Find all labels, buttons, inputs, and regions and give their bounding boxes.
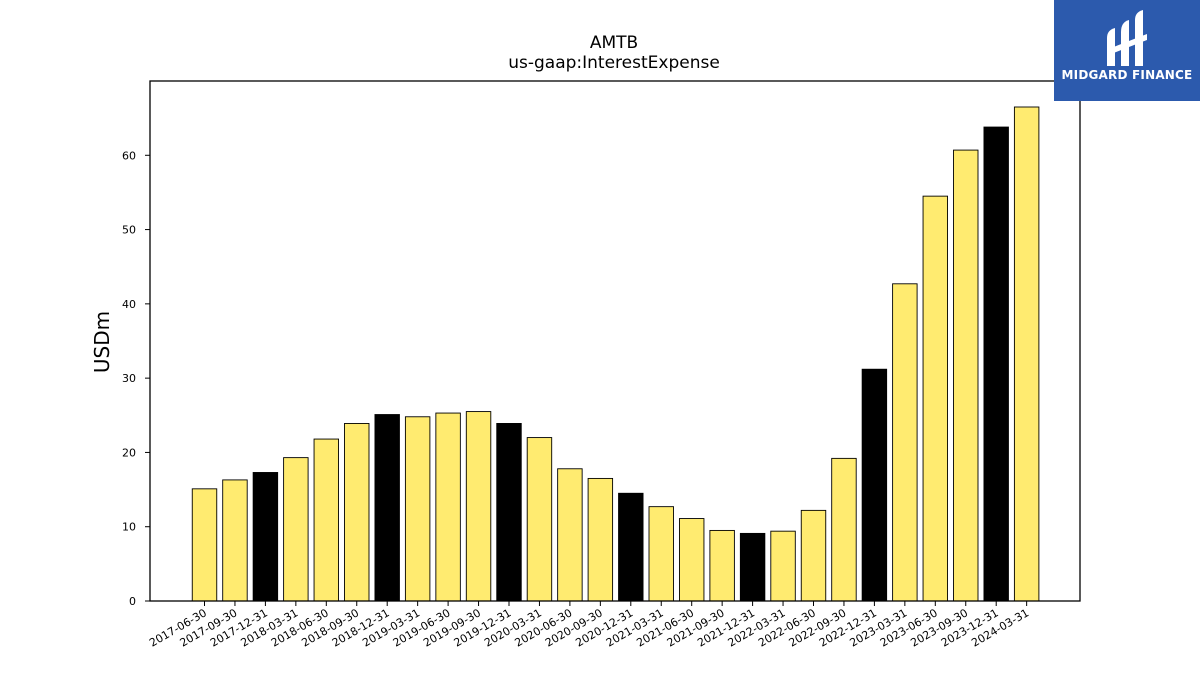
- chart-subtitle: us-gaap:InterestExpense: [508, 53, 720, 73]
- bar-2017-06-30: [191, 488, 218, 602]
- y-tick-label: 50: [122, 224, 136, 237]
- bar-2020-12-31: [618, 492, 644, 602]
- bar-2020-09-30: [587, 477, 614, 602]
- bar-2022-09-30: [831, 457, 857, 602]
- bar-2023-06-30: [922, 195, 948, 602]
- bar-2019-09-30: [465, 411, 492, 602]
- bar-2018-03-31: [283, 457, 309, 602]
- bar-2021-09-30: [709, 529, 735, 602]
- y-tick-label: 10: [122, 521, 136, 534]
- bar-2023-03-31: [892, 283, 918, 602]
- bar-2017-12-31: [252, 472, 279, 602]
- bar-2019-06-30: [435, 412, 461, 602]
- bar-2022-12-31: [861, 368, 888, 602]
- bar-2021-12-31: [739, 532, 766, 602]
- y-tick-label: 0: [129, 595, 136, 608]
- bar-2020-06-30: [557, 468, 583, 602]
- brand-logo-text: MIDGARD FINANCE: [1061, 68, 1193, 82]
- bar-2022-06-30: [800, 509, 827, 602]
- bar-2018-06-30: [313, 438, 339, 602]
- y-tick-label: 20: [122, 446, 136, 459]
- bar-2024-03-31: [1013, 106, 1040, 602]
- bar-2023-12-31: [983, 126, 1009, 602]
- chart-title: AMTB: [590, 33, 638, 53]
- bar-2022-03-31: [770, 530, 796, 602]
- y-tick-label: 40: [122, 298, 136, 311]
- logo-mark-icon: [1107, 10, 1147, 66]
- bar-2020-03-31: [526, 437, 553, 602]
- bar-2018-12-31: [374, 414, 400, 602]
- bar-2021-03-31: [648, 506, 674, 602]
- plot-frame: [149, 80, 1081, 602]
- bar-2019-12-31: [496, 423, 522, 602]
- bar-2019-03-31: [404, 416, 431, 602]
- bar-2018-09-30: [344, 423, 370, 602]
- bar-2017-09-30: [222, 479, 248, 602]
- y-tick-label: 30: [122, 372, 136, 385]
- bars-layer: [191, 106, 1040, 602]
- bar-2021-06-30: [679, 518, 705, 602]
- y-tick-label: 60: [122, 149, 136, 162]
- brand-logo: MIDGARD FINANCE: [1054, 0, 1200, 101]
- bar-2023-09-30: [953, 149, 979, 602]
- y-axis-label: USDm: [90, 311, 114, 373]
